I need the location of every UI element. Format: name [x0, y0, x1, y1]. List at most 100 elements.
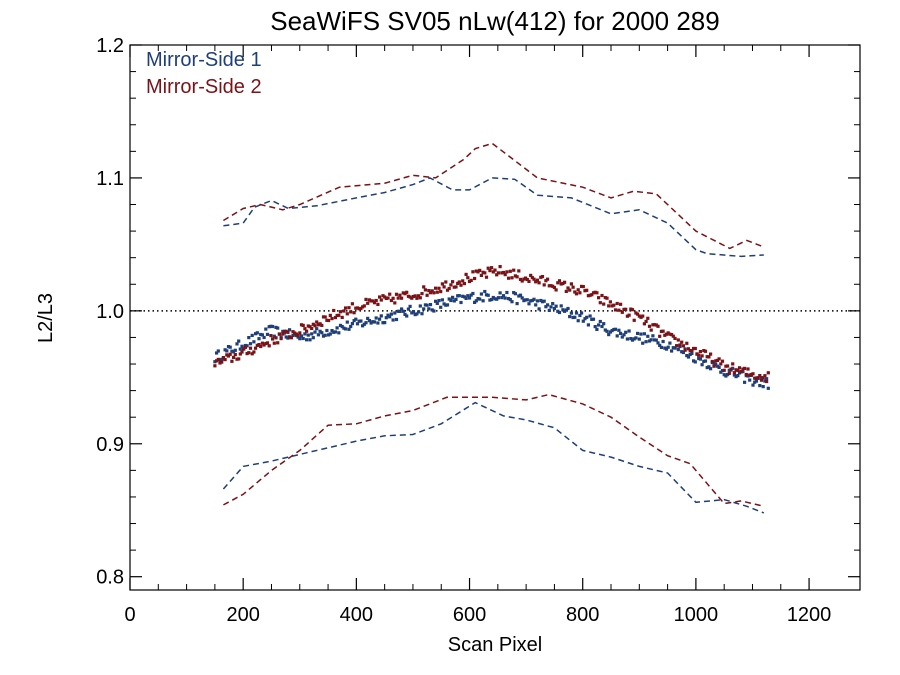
data-point [396, 296, 400, 300]
data-point [615, 334, 619, 338]
data-point [574, 311, 579, 315]
data-point [663, 346, 667, 350]
data-point [260, 333, 264, 337]
data-point [741, 370, 745, 374]
data-point [656, 341, 660, 345]
data-point [664, 332, 669, 336]
data-point [301, 336, 305, 341]
data-point [321, 315, 326, 319]
y-tick-label: 1.0 [96, 301, 124, 323]
data-point [461, 279, 465, 283]
data-point [610, 329, 614, 333]
envelope-line [223, 142, 765, 250]
data-point [225, 349, 229, 353]
data-point [624, 307, 628, 311]
data-point [437, 299, 441, 303]
data-point [403, 292, 407, 296]
data-point [366, 316, 370, 320]
data-point [333, 316, 337, 320]
data-point [612, 327, 616, 332]
data-point [532, 277, 536, 281]
data-point [357, 319, 361, 323]
data-point [318, 329, 322, 333]
data-point [243, 345, 247, 349]
data-point [294, 332, 298, 336]
x-tick-label: 1000 [674, 604, 719, 626]
data-point [530, 298, 534, 303]
data-point [271, 324, 275, 329]
data-point [394, 317, 399, 322]
data-point [627, 329, 631, 333]
data-point [332, 308, 336, 313]
data-point [415, 312, 419, 316]
data-point [330, 317, 334, 321]
data-point [659, 329, 663, 333]
data-point [220, 360, 224, 364]
data-point [634, 336, 638, 340]
data-point [593, 290, 597, 294]
data-point [444, 303, 448, 307]
data-point [613, 327, 618, 331]
data-point [552, 285, 556, 290]
data-point [374, 316, 378, 320]
data-point [491, 295, 495, 300]
data-point [260, 341, 264, 345]
data-point [483, 289, 487, 294]
data-point [233, 353, 237, 357]
data-point [289, 336, 293, 340]
data-point [372, 301, 377, 305]
data-point [513, 274, 517, 278]
data-point [630, 338, 635, 342]
data-point [432, 291, 436, 295]
data-point [451, 280, 455, 284]
data-point [591, 317, 596, 321]
data-point [484, 293, 489, 297]
data-point [685, 341, 689, 345]
data-point [517, 269, 521, 273]
data-point [678, 343, 682, 347]
data-point [481, 270, 485, 274]
data-point [568, 315, 572, 319]
data-point [418, 304, 422, 308]
data-point [478, 297, 482, 301]
data-point [612, 303, 616, 307]
data-point [428, 291, 433, 295]
data-point [464, 296, 468, 300]
data-point [649, 338, 653, 342]
data-point [551, 284, 555, 288]
legend-entry-mirror-side-2: Mirror-Side 2 [146, 76, 262, 98]
data-point [277, 332, 281, 336]
data-point [525, 277, 529, 282]
data-point [359, 319, 363, 323]
data-point [272, 334, 276, 338]
data-point [705, 355, 709, 359]
data-point [483, 271, 487, 275]
data-point [479, 292, 483, 296]
data-point [607, 333, 611, 337]
data-point [321, 334, 326, 338]
data-point [702, 359, 706, 363]
data-point [254, 332, 258, 336]
data-point [417, 294, 421, 298]
data-point [242, 347, 246, 351]
data-point [276, 326, 280, 330]
data-point [554, 304, 558, 308]
data-point [388, 292, 392, 296]
data-point [758, 384, 762, 388]
data-point [646, 316, 650, 320]
data-point [734, 375, 738, 379]
data-point [344, 327, 348, 331]
data-point [595, 291, 599, 295]
envelope-line [222, 401, 765, 514]
data-point [213, 360, 217, 364]
data-point [228, 345, 232, 349]
data-point [765, 377, 769, 381]
data-point [473, 276, 477, 281]
data-point [498, 291, 502, 295]
data-point [736, 368, 740, 373]
data-point [564, 308, 568, 312]
data-point [586, 294, 590, 298]
data-point [632, 337, 636, 341]
data-point [237, 339, 241, 343]
data-point [766, 386, 770, 390]
